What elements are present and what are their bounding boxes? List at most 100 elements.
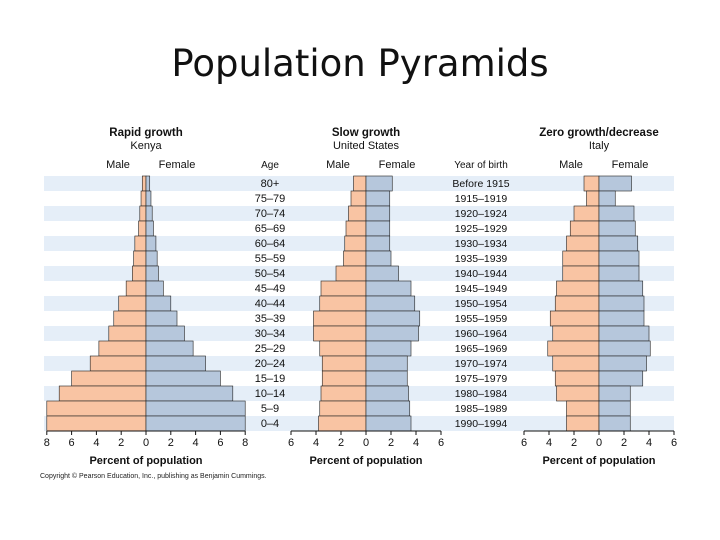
female-label: Female: [612, 159, 649, 171]
female-bar: [366, 371, 407, 386]
male-label: Male: [326, 159, 350, 171]
male-bar: [584, 176, 599, 191]
male-bar: [567, 236, 600, 251]
male-bar: [555, 296, 599, 311]
female-bar: [366, 266, 399, 281]
male-bar: [550, 311, 599, 326]
age-group-label: 60–64: [255, 238, 286, 250]
male-bar: [321, 386, 366, 401]
female-bar: [599, 371, 643, 386]
female-bar: [366, 221, 390, 236]
female-bar: [599, 266, 639, 281]
year-of-birth-label: 1945–1949: [455, 283, 508, 295]
female-bar: [146, 221, 153, 236]
male-bar: [322, 371, 366, 386]
female-bar: [366, 176, 392, 191]
male-bar: [354, 176, 367, 191]
female-bar: [146, 341, 193, 356]
male-bar: [320, 341, 366, 356]
male-bar: [99, 341, 146, 356]
male-bar: [139, 221, 146, 236]
male-bar: [90, 356, 146, 371]
year-of-birth-label: 1965–1969: [455, 343, 508, 355]
female-bar: [146, 236, 156, 251]
male-bar: [336, 266, 366, 281]
age-group-label: 70–74: [255, 208, 286, 220]
female-bar: [366, 251, 391, 266]
female-bar: [599, 296, 644, 311]
female-bar: [599, 176, 632, 191]
male-bar: [557, 386, 600, 401]
male-bar: [346, 221, 366, 236]
male-bar: [555, 371, 599, 386]
female-bar: [599, 341, 650, 356]
age-group-label: 75–79: [255, 193, 286, 205]
female-bar: [366, 386, 409, 401]
x-axis-label: Percent of population: [542, 455, 655, 467]
female-bar: [599, 416, 630, 431]
male-bar: [553, 326, 599, 341]
male-bar: [314, 326, 367, 341]
female-bar: [599, 206, 634, 221]
male-bar: [134, 251, 146, 266]
x-tick-label: 2: [621, 437, 627, 449]
year-of-birth-label: 1935–1939: [455, 253, 508, 265]
female-bar: [366, 356, 407, 371]
x-tick-label: 2: [571, 437, 577, 449]
male-bar: [320, 296, 366, 311]
male-bar: [322, 356, 366, 371]
male-bar: [570, 221, 599, 236]
female-bar: [366, 206, 390, 221]
female-bar: [599, 326, 649, 341]
pyramid-title: Rapid growth: [109, 127, 182, 139]
year-of-birth-label: 1940–1944: [455, 268, 508, 280]
female-bar: [599, 236, 638, 251]
age-group-label: 80+: [261, 178, 280, 190]
year-of-birth-label: 1980–1984: [455, 388, 508, 400]
female-bar: [599, 386, 630, 401]
age-group-label: 0–4: [261, 418, 279, 430]
pyramid-country: Italy: [589, 140, 610, 152]
x-tick-label: 2: [388, 437, 394, 449]
x-tick-label: 6: [217, 437, 223, 449]
age-group-label: 30–34: [255, 328, 286, 340]
female-bar: [146, 251, 157, 266]
year-of-birth-label: 1915–1919: [455, 193, 508, 205]
year-of-birth-label: 1970–1974: [455, 358, 508, 370]
x-axis-label: Percent of population: [89, 455, 202, 467]
female-label: Female: [379, 159, 416, 171]
female-bar: [146, 386, 233, 401]
female-bar: [146, 311, 177, 326]
male-bar: [109, 326, 146, 341]
year-of-birth-label: 1985–1989: [455, 403, 508, 415]
male-bar: [126, 281, 146, 296]
x-tick-label: 2: [168, 437, 174, 449]
age-group-label: 5–9: [261, 403, 279, 415]
male-bar: [72, 371, 146, 386]
male-bar: [567, 416, 600, 431]
female-bar: [366, 326, 419, 341]
age-group-label: 25–29: [255, 343, 286, 355]
year-of-birth-label: 1955–1959: [455, 313, 508, 325]
male-bar: [345, 236, 366, 251]
x-tick-label: 4: [193, 437, 199, 449]
x-tick-label: 4: [546, 437, 552, 449]
female-bar: [599, 401, 630, 416]
female-bar: [366, 191, 390, 206]
year-of-birth-label: 1950–1954: [455, 298, 508, 310]
male-bar: [351, 191, 366, 206]
female-bar: [366, 236, 390, 251]
age-group-label: 40–44: [255, 298, 286, 310]
pyramid-country: United States: [333, 140, 400, 152]
year-of-birth-label: 1960–1964: [455, 328, 508, 340]
male-bar: [321, 281, 366, 296]
female-bar: [146, 296, 171, 311]
copyright-notice: Copyright © Pearson Education, Inc., pub…: [40, 473, 267, 480]
age-group-label: 45–49: [255, 283, 286, 295]
female-bar: [146, 191, 151, 206]
x-tick-label: 4: [413, 437, 419, 449]
x-tick-label: 0: [596, 437, 602, 449]
female-bar: [146, 281, 163, 296]
age-group-label: 65–69: [255, 223, 286, 235]
male-label: Male: [559, 159, 583, 171]
